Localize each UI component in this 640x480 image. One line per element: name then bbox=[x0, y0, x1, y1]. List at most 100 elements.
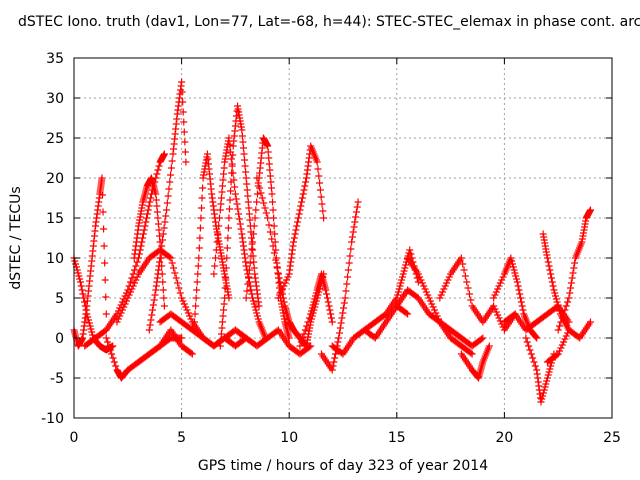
data-point bbox=[529, 354, 537, 362]
data-point bbox=[227, 155, 235, 163]
data-point bbox=[265, 221, 273, 229]
data-point bbox=[243, 287, 251, 295]
data-point bbox=[100, 225, 108, 233]
data-point bbox=[547, 362, 555, 370]
data-point bbox=[120, 303, 128, 311]
data-point bbox=[217, 200, 225, 208]
data-point bbox=[397, 279, 405, 287]
data-point bbox=[155, 162, 163, 170]
data-point bbox=[270, 222, 278, 230]
data-point bbox=[512, 272, 520, 280]
data-point bbox=[145, 202, 153, 210]
data-point bbox=[160, 150, 168, 158]
data-point bbox=[143, 214, 151, 222]
data-point bbox=[247, 286, 255, 294]
chart-title: dSTEC Iono. truth (dav1, Lon=77, Lat=-68… bbox=[18, 14, 640, 30]
data-point bbox=[72, 260, 80, 268]
data-point bbox=[461, 272, 469, 280]
data-point bbox=[565, 294, 573, 302]
data-point bbox=[182, 158, 190, 166]
data-point bbox=[429, 303, 437, 311]
data-point bbox=[272, 246, 280, 254]
data-point bbox=[531, 362, 539, 370]
series-arc-m bbox=[242, 134, 293, 342]
data-point bbox=[328, 366, 336, 374]
series-arc-h bbox=[135, 326, 196, 366]
data-point bbox=[116, 312, 124, 320]
data-point bbox=[243, 186, 251, 194]
data-point bbox=[266, 172, 274, 180]
data-point bbox=[430, 306, 438, 314]
data-point bbox=[149, 301, 157, 309]
data-point bbox=[353, 203, 361, 211]
series-arc-ad bbox=[543, 318, 594, 366]
data-point bbox=[511, 269, 519, 277]
data-point bbox=[323, 290, 331, 298]
data-point bbox=[191, 318, 199, 326]
data-point bbox=[166, 178, 174, 186]
data-point bbox=[567, 284, 575, 292]
data-point bbox=[422, 288, 430, 296]
data-point bbox=[328, 318, 336, 326]
data-point bbox=[320, 214, 328, 222]
data-point bbox=[217, 194, 225, 202]
data-point bbox=[112, 362, 120, 370]
data-point bbox=[467, 296, 475, 304]
data-point bbox=[571, 259, 579, 267]
data-point bbox=[167, 171, 175, 179]
data-point bbox=[222, 274, 230, 282]
data-point bbox=[141, 222, 149, 230]
data-point bbox=[302, 178, 310, 186]
data-point bbox=[178, 78, 186, 86]
data-point bbox=[345, 259, 353, 267]
data-point bbox=[311, 295, 319, 303]
axes-ticks: 0 5 10 15 20 25 -10 -5 0 5 10 15 20 25 30 35 bbox=[41, 51, 621, 446]
data-point bbox=[253, 309, 261, 317]
data-point bbox=[439, 288, 447, 296]
data-point bbox=[195, 244, 203, 252]
data-point bbox=[140, 226, 148, 234]
data-point bbox=[244, 198, 252, 206]
data-point bbox=[273, 263, 281, 271]
data-point bbox=[196, 234, 204, 242]
data-point bbox=[178, 88, 186, 96]
data-point bbox=[517, 294, 525, 302]
series-arc-s bbox=[328, 302, 412, 358]
data-point bbox=[104, 338, 112, 346]
data-point bbox=[276, 291, 284, 299]
data-point bbox=[131, 266, 139, 274]
data-point bbox=[253, 312, 261, 320]
data-point bbox=[83, 310, 91, 318]
data-point bbox=[198, 194, 206, 202]
data-point bbox=[244, 270, 252, 278]
data-point bbox=[239, 144, 247, 152]
data-point bbox=[297, 202, 305, 210]
data-point bbox=[178, 294, 186, 302]
data-point bbox=[188, 350, 196, 358]
data-point bbox=[100, 242, 108, 250]
data-point bbox=[352, 213, 360, 221]
data-point bbox=[224, 234, 232, 242]
data-point bbox=[272, 256, 280, 264]
data-point bbox=[542, 380, 550, 388]
data-point bbox=[264, 142, 272, 150]
data-point bbox=[310, 298, 318, 306]
data-point bbox=[491, 291, 499, 299]
data-point bbox=[308, 307, 316, 315]
data-point bbox=[297, 338, 305, 346]
data-point bbox=[244, 192, 252, 200]
data-point bbox=[544, 371, 552, 379]
data-point bbox=[227, 178, 235, 186]
data-point bbox=[292, 226, 300, 234]
series-arc-r bbox=[317, 198, 362, 374]
data-point bbox=[147, 194, 155, 202]
data-point bbox=[335, 334, 343, 342]
y-tick-label: 25 bbox=[46, 131, 64, 147]
data-point bbox=[244, 280, 252, 288]
data-point bbox=[232, 195, 240, 203]
data-point bbox=[236, 220, 244, 228]
series-arc-w bbox=[436, 254, 519, 334]
data-point bbox=[170, 264, 178, 272]
data-point bbox=[544, 258, 552, 266]
data-point bbox=[339, 309, 347, 317]
